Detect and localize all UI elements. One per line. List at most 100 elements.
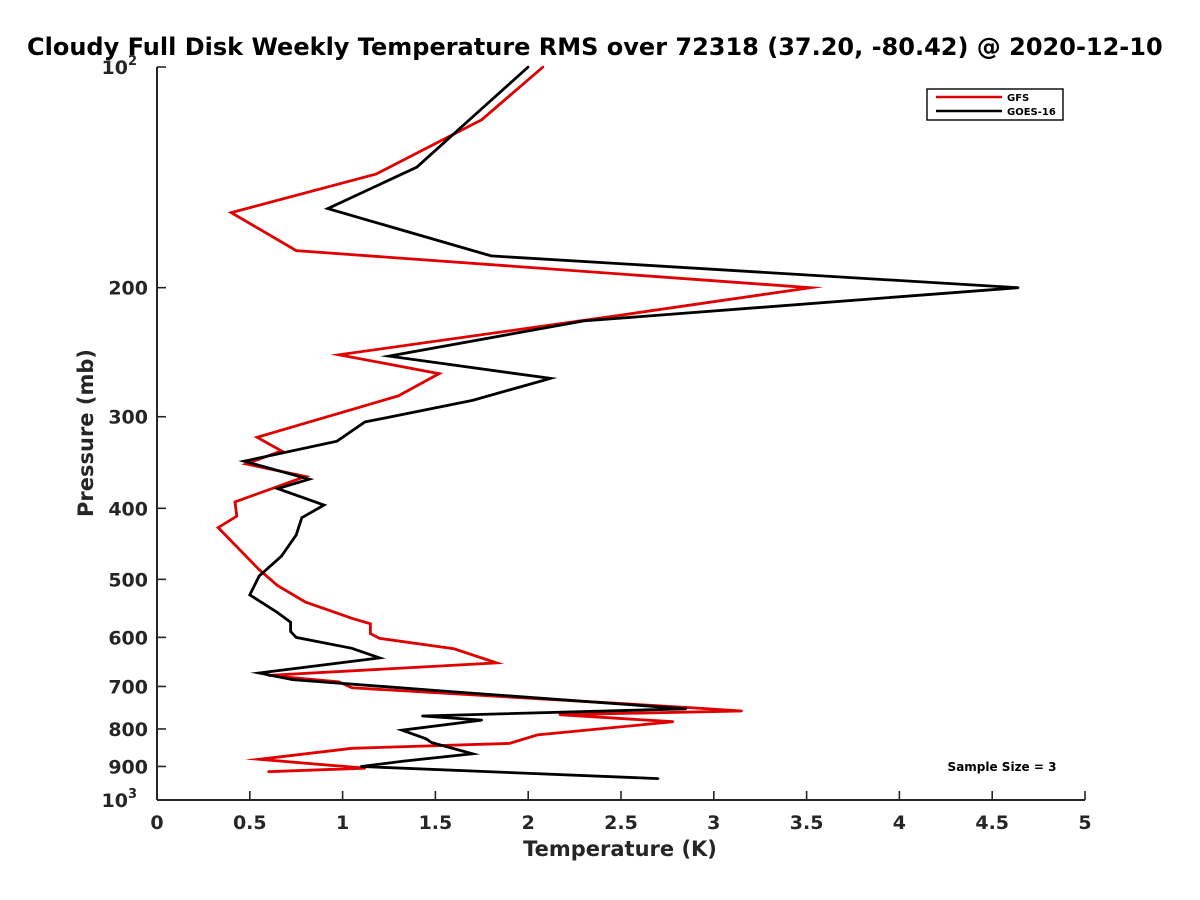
legend-box xyxy=(926,88,1064,121)
y-axis-label: Pressure (mb) xyxy=(74,349,98,517)
data-point-goes16 xyxy=(289,621,292,624)
series-line-gfs xyxy=(215,65,824,774)
sample-size-annotation: Sample Size = 3 xyxy=(948,760,1057,774)
data-point-goes16 xyxy=(257,671,261,675)
data-point-goes16 xyxy=(430,741,433,744)
x-tick-label: 0 xyxy=(150,812,163,834)
series-layer xyxy=(215,65,1020,780)
y-axis-ticks: 102 200 300 400 500 600 700 800 900 103 xyxy=(102,54,166,812)
chart-title: Cloudy Full Disk Weekly Temperature RMS … xyxy=(27,33,1163,61)
series-goes16 xyxy=(238,65,1020,780)
data-point-goes16 xyxy=(243,460,246,463)
y-tick-label: 500 xyxy=(108,569,148,591)
series-gfs xyxy=(215,65,824,774)
data-point-gfs xyxy=(558,713,561,716)
data-point-gfs xyxy=(350,747,354,750)
data-point-gfs xyxy=(495,661,498,665)
data-point-goes16 xyxy=(280,555,283,558)
data-point-goes16 xyxy=(549,377,552,380)
data-point-goes16 xyxy=(257,574,261,578)
y-tick-label: 102 xyxy=(102,54,138,79)
data-point-goes16 xyxy=(350,647,354,650)
data-point-gfs xyxy=(374,172,378,176)
y-tick-label: 900 xyxy=(108,756,148,778)
x-tick-label: 5 xyxy=(1078,812,1091,834)
x-tick-label: 4.5 xyxy=(975,812,1009,834)
y-tick-label: 400 xyxy=(108,498,148,520)
data-point-gfs xyxy=(257,758,261,761)
data-point-goes16 xyxy=(415,166,418,169)
data-point-gfs xyxy=(369,632,372,635)
data-point-goes16 xyxy=(424,737,428,740)
data-point-goes16 xyxy=(480,718,483,722)
data-point-gfs xyxy=(235,515,238,518)
data-point-goes16 xyxy=(471,399,474,402)
data-point-gfs xyxy=(480,118,483,121)
data-point-gfs xyxy=(452,647,456,650)
data-point-gfs xyxy=(233,500,237,504)
data-point-goes16 xyxy=(322,503,326,507)
data-point-goes16 xyxy=(360,765,363,768)
y-tick-label: 300 xyxy=(108,407,148,429)
data-point-goes16 xyxy=(1017,286,1020,289)
data-point-goes16 xyxy=(308,478,311,481)
data-point-goes16 xyxy=(378,656,381,660)
x-tick-label: 3.5 xyxy=(790,812,824,834)
data-point-gfs xyxy=(378,637,381,640)
data-point-goes16 xyxy=(326,207,329,210)
x-axis-label: Temperature (K) xyxy=(523,837,717,861)
data-point-goes16 xyxy=(421,714,424,718)
data-point-gfs xyxy=(256,436,259,439)
y-tick-label: 200 xyxy=(108,278,148,300)
data-point-goes16 xyxy=(471,752,474,755)
data-point-gfs xyxy=(809,286,812,289)
series-line-goes16 xyxy=(238,65,1019,780)
data-point-goes16 xyxy=(527,65,530,69)
x-tick-label: 1 xyxy=(336,812,349,834)
data-point-goes16 xyxy=(248,593,251,597)
data-point-goes16 xyxy=(363,420,367,424)
data-point-goes16 xyxy=(295,533,298,537)
data-point-goes16 xyxy=(684,707,688,710)
data-point-gfs xyxy=(688,706,691,709)
data-point-gfs xyxy=(671,720,675,723)
data-point-gfs xyxy=(276,584,279,587)
data-point-goes16 xyxy=(300,516,303,519)
data-point-gfs xyxy=(350,686,354,689)
data-point-gfs xyxy=(230,211,233,214)
data-point-gfs xyxy=(295,249,298,252)
data-point-gfs xyxy=(257,568,261,571)
x-tick-label: 4 xyxy=(893,812,906,834)
data-point-gfs xyxy=(437,372,441,375)
data-point-goes16 xyxy=(402,759,405,763)
data-point-goes16 xyxy=(452,690,456,694)
data-point-gfs xyxy=(508,742,511,745)
x-tick-label: 2 xyxy=(522,812,535,834)
data-point-gfs xyxy=(267,770,270,773)
data-point-gfs xyxy=(369,622,372,625)
data-point-gfs xyxy=(638,723,641,727)
data-point-gfs xyxy=(541,65,545,69)
legend-label-goes16: GOES-16 xyxy=(1007,107,1056,118)
data-point-gfs xyxy=(304,600,307,604)
data-point-gfs xyxy=(280,449,283,453)
data-point-goes16 xyxy=(489,254,493,258)
data-point-goes16 xyxy=(387,354,391,358)
data-point-gfs xyxy=(337,353,341,356)
data-point-gfs xyxy=(397,394,400,398)
legend: GFS GOES-16 xyxy=(926,88,1064,121)
data-point-goes16 xyxy=(276,611,279,614)
data-point-goes16 xyxy=(582,319,586,323)
data-point-gfs xyxy=(536,733,539,737)
data-point-gfs xyxy=(350,617,354,620)
data-point-goes16 xyxy=(656,777,660,780)
data-point-goes16 xyxy=(295,636,298,639)
data-point-gfs xyxy=(244,462,248,466)
data-point-goes16 xyxy=(335,440,339,443)
x-tick-label: 1.5 xyxy=(419,812,453,834)
data-point-gfs xyxy=(619,313,623,317)
y-tick-label: 600 xyxy=(108,627,148,649)
x-axis-ticks: 0 0.5 1 1.5 2 2.5 3 3.5 4 4.5 5 xyxy=(150,791,1092,834)
